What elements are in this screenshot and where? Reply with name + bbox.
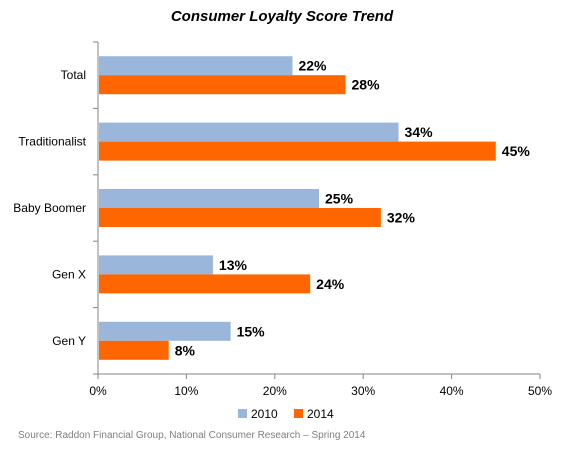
category-label: Baby Boomer (13, 201, 86, 215)
bar-2014 (99, 208, 381, 227)
x-tick-label: 0% (89, 384, 107, 398)
data-label: 24% (316, 276, 345, 292)
x-tick-label: 10% (174, 384, 198, 398)
x-tick-label: 50% (528, 384, 552, 398)
legend-swatch-2010 (238, 409, 247, 418)
category-label: Traditionalist (18, 135, 86, 149)
bar-2014 (99, 75, 346, 95)
bar-2014 (99, 340, 169, 360)
x-tick-label: 40% (440, 384, 464, 398)
legend-label: 2010 (251, 407, 278, 421)
data-label: 45% (502, 143, 531, 159)
bar-2010 (99, 189, 319, 208)
data-label: 25% (325, 191, 354, 207)
source-note: Source: Raddon Financial Group, National… (18, 430, 366, 441)
plot-area: 0% 10% 20% 30% 40% 50% Total 22% 28% Traditionali… (13, 41, 552, 421)
data-label: 34% (405, 124, 434, 140)
chart-title: Consumer Loyalty Score Trend (170, 8, 394, 25)
x-tick-label: 30% (351, 384, 375, 398)
bar-2014 (99, 141, 496, 161)
bar-2010 (99, 255, 213, 275)
legend-swatch-2014 (294, 409, 303, 418)
data-label: 22% (298, 58, 327, 74)
bar-2014 (99, 274, 311, 294)
category-label: Gen X (52, 267, 86, 281)
data-label: 15% (237, 323, 266, 339)
category-label: Total (61, 68, 86, 82)
bar-2010 (99, 56, 293, 76)
legend-label: 2014 (307, 407, 334, 421)
bar-2010 (99, 321, 231, 341)
bar-2010 (99, 122, 399, 142)
x-tick-label: 20% (263, 384, 287, 398)
data-label: 32% (387, 210, 416, 226)
data-label: 8% (175, 342, 196, 358)
data-label: 28% (352, 77, 381, 93)
data-label: 13% (219, 257, 248, 273)
category-label: Gen Y (52, 334, 86, 348)
